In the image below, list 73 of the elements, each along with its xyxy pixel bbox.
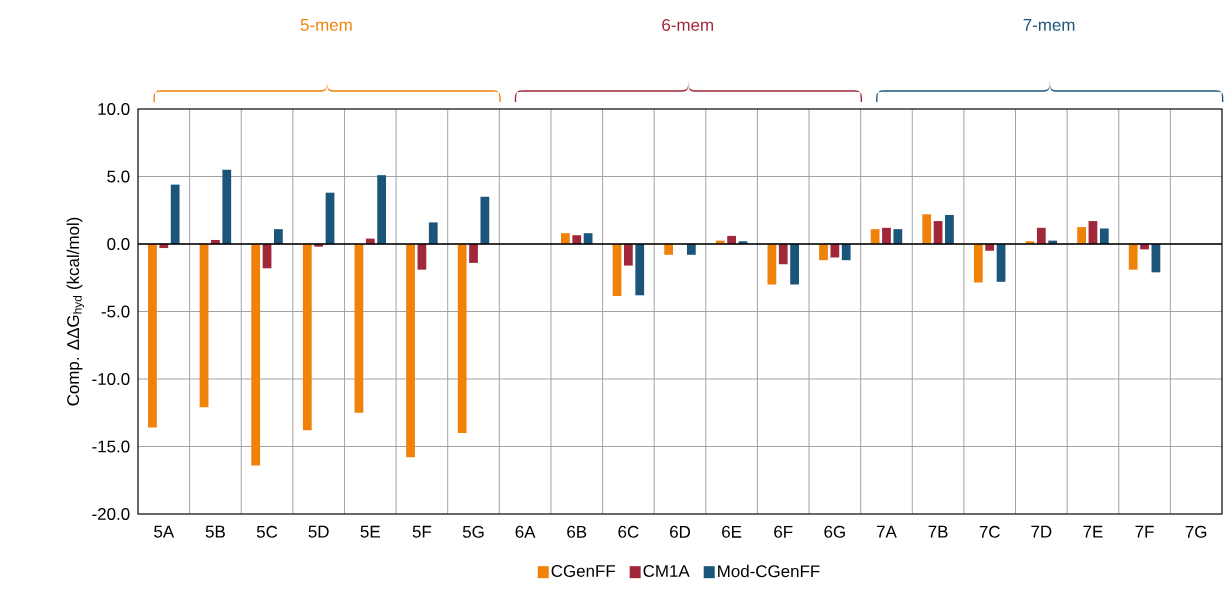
bar [274,229,283,244]
bar [973,244,983,283]
bar [882,227,891,244]
bar [1036,227,1046,244]
y-tick-label: 0.0 [107,238,130,250]
x-tick-label: 7C [979,525,1000,538]
y-tick-label: -10.0 [92,373,130,385]
x-tick-label: 7B [928,525,948,538]
bar [170,184,180,244]
x-tick-label: 5B [205,525,225,538]
bar [406,244,415,458]
bar [1077,227,1086,244]
bar [1128,244,1138,270]
x-tick-label: 6E [722,525,742,538]
bar [572,235,582,244]
legend-label: Mod-CGenFF [718,564,820,578]
bar [893,229,903,244]
x-tick-label: 7A [876,525,897,538]
bar [922,214,932,244]
bar [354,244,364,413]
bar [830,244,840,258]
x-tick-label: 7E [1083,525,1103,538]
bar [457,244,467,433]
x-tick-label: 7F [1135,525,1154,538]
bar [841,244,851,261]
bar [686,244,696,255]
x-tick-label: 6D [670,525,691,538]
x-tick-label: 5E [360,525,380,538]
bar [1099,228,1109,244]
legend-label: CM1A [643,564,690,577]
x-tick-label: 7G [1185,525,1207,538]
y-tick-label: 5.0 [107,170,130,183]
x-tick-label: 5A [154,525,175,538]
x-tick-label: 5C [256,525,278,538]
y-tick-label: -20.0 [92,508,130,520]
bar [302,244,312,431]
bar [222,169,232,244]
x-tick-label: 7D [1031,525,1052,538]
x-tick-label: 6F [774,525,793,538]
bar [428,222,438,244]
bar [945,214,954,244]
bar [985,244,995,251]
x-tick-label: 6A [515,525,536,538]
bar [635,244,645,296]
bar [664,244,674,255]
bar [870,229,880,244]
bar [199,244,209,408]
x-tick-label: 5G [462,525,484,538]
bar [251,244,261,466]
y-tick-label: 10.0 [98,103,130,115]
x-tick-label: 6C [618,525,639,538]
bar [790,244,799,285]
y-axis-title: Comp. ΔΔG$_{hyd}$ (kcal/mol) [66,217,85,406]
bar [469,244,478,263]
text: 7-mem [1023,19,1075,31]
y-tick-label: -5.0 [101,305,130,318]
bar [819,244,828,261]
bar [561,233,570,244]
text: 6-mem [662,18,713,31]
x-tick-label: 6B [567,525,587,538]
bar [583,233,593,244]
y-tick-label: -15.0 [92,440,130,453]
bar [377,175,387,244]
x-tick-label: 5F [412,525,432,538]
x-tick-label: 6G [824,525,845,538]
bar [623,244,633,266]
bar [767,244,777,285]
legend-label: CGenFF [551,564,616,577]
bar [480,196,490,244]
x-tick-label: 5D [308,525,329,538]
bar [778,244,788,265]
text: 5-mem [300,19,352,31]
bar [148,244,157,428]
